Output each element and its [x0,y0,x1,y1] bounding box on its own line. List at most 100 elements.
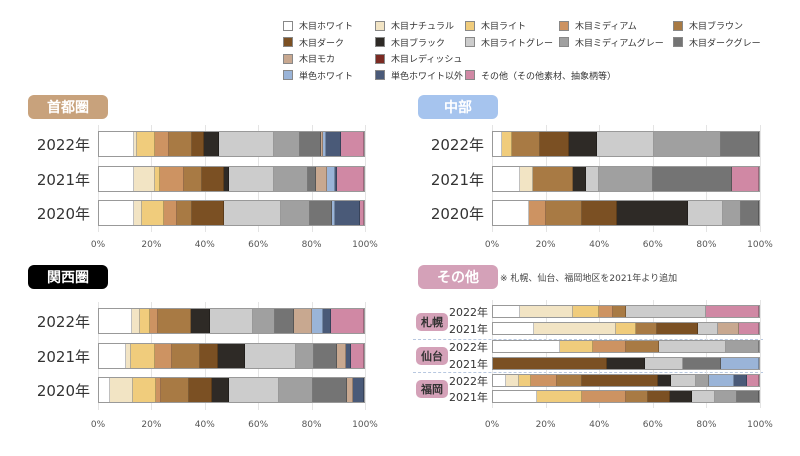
legend-swatch [465,20,475,31]
stacked-bar [98,377,365,403]
bar-segment [155,378,161,402]
bar-segment [295,344,314,368]
legend-swatch [375,37,385,47]
bar-segment [281,201,310,225]
bar-segment [718,323,739,334]
bar-segment [133,167,155,191]
bar-segment [586,167,600,191]
legend-swatch [375,70,385,80]
bar-segment [493,323,534,334]
stacked-bar [492,166,760,192]
bar-segment [326,167,335,191]
legend-item: 木目ライトグレー [465,36,553,49]
bar-segment [139,309,151,333]
legend-swatch [559,20,569,31]
divider [413,372,763,373]
bar-segment [336,344,346,368]
bar-segment [720,132,759,156]
stacked-bar [492,131,760,157]
row-label: 2022年 [430,136,484,154]
bar-segment [505,375,519,386]
gridline [365,125,366,232]
gridline [365,302,366,410]
legend-swatch [283,20,293,31]
bar-segment [131,309,140,333]
legend-label: 木目モカ [299,55,336,65]
row-label: 2020年 [36,205,90,223]
bar-segment [659,341,726,352]
bar-segment [203,132,219,156]
bar-segment [132,378,156,402]
bar-segment [714,391,737,402]
row-label: 2021年 [36,348,90,366]
bar-segment [202,167,224,191]
bar-segment [245,344,296,368]
bar-segment [493,341,560,352]
x-tick-label: 40% [194,420,215,430]
bar-segment [331,309,364,333]
bar-segment [325,132,342,156]
row-label: 2021年 [449,323,488,336]
bar-segment [99,378,111,402]
bar-segment [131,344,155,368]
bar-segment [154,344,173,368]
legend-swatch [673,37,683,47]
bar-segment [294,309,312,333]
x-tick-label: 60% [248,420,269,430]
bar-segment [670,391,693,402]
legend-item: 木目ライト [465,19,526,32]
gridline [706,300,708,408]
bar-segment [732,167,759,191]
bar-segment [341,132,364,156]
legend: 木目ホワイト 木目ナチュラル 木目ライト 木目ミディアム 木目ブラウン 木目ダーク 木目ブラ… [283,19,783,94]
bar-segment [224,201,282,225]
bar-segment [209,309,254,333]
region-badge-sendai: 仙台 [416,347,448,365]
legend-label: 木目ナチュラル [391,22,455,32]
bar-segment [746,375,759,386]
bar-segment [636,323,657,334]
x-tick-label: 100% [352,240,378,250]
bar-segment [335,201,361,225]
legend-swatch [283,53,293,64]
row-label: 2020年 [430,205,484,223]
bar-segment [299,132,321,156]
legend-item: 木目ミディアム [559,19,637,32]
x-tick-label: 0% [484,420,500,430]
row-label: 2021年 [449,358,488,371]
legend-item: 単色ホワイト以外 [375,69,463,82]
bar-segment [160,378,190,402]
bar-segment [519,167,533,191]
gridline [599,300,601,408]
note: ※ 札幌、仙台、福岡地区を2021年より追加 [500,274,678,284]
bar-segment [572,167,587,191]
x-tick-label: 20% [535,240,556,250]
bar-segment [540,132,570,156]
bar-segment [307,167,317,191]
legend-label: 単色ホワイト [299,71,354,82]
x-tick-label: 0% [90,240,106,250]
legend-swatch [559,37,569,47]
x-tick-label: 100% [747,240,773,250]
bar-segment [275,309,295,333]
x-tick-label: 20% [535,420,556,430]
x-tick-label: 60% [248,240,269,250]
x-tick-label: 60% [642,240,663,250]
gridline [492,300,493,408]
bar-segment [599,167,653,191]
legend-label: 木目レディッシュ [391,55,463,65]
bar-segment [493,358,608,369]
bar-segment [512,132,541,156]
bar-segment [99,309,132,333]
bar-segment [615,323,637,334]
bar-segment [211,378,229,402]
bar-segment [695,375,709,386]
bar-segment [581,391,627,402]
bar-segment [581,201,617,225]
row-label: 2022年 [449,375,488,388]
bar-segment [168,132,193,156]
bar-segment [626,341,660,352]
gridline [545,300,547,408]
bar-segment [150,309,158,333]
bar-segment [334,167,338,191]
